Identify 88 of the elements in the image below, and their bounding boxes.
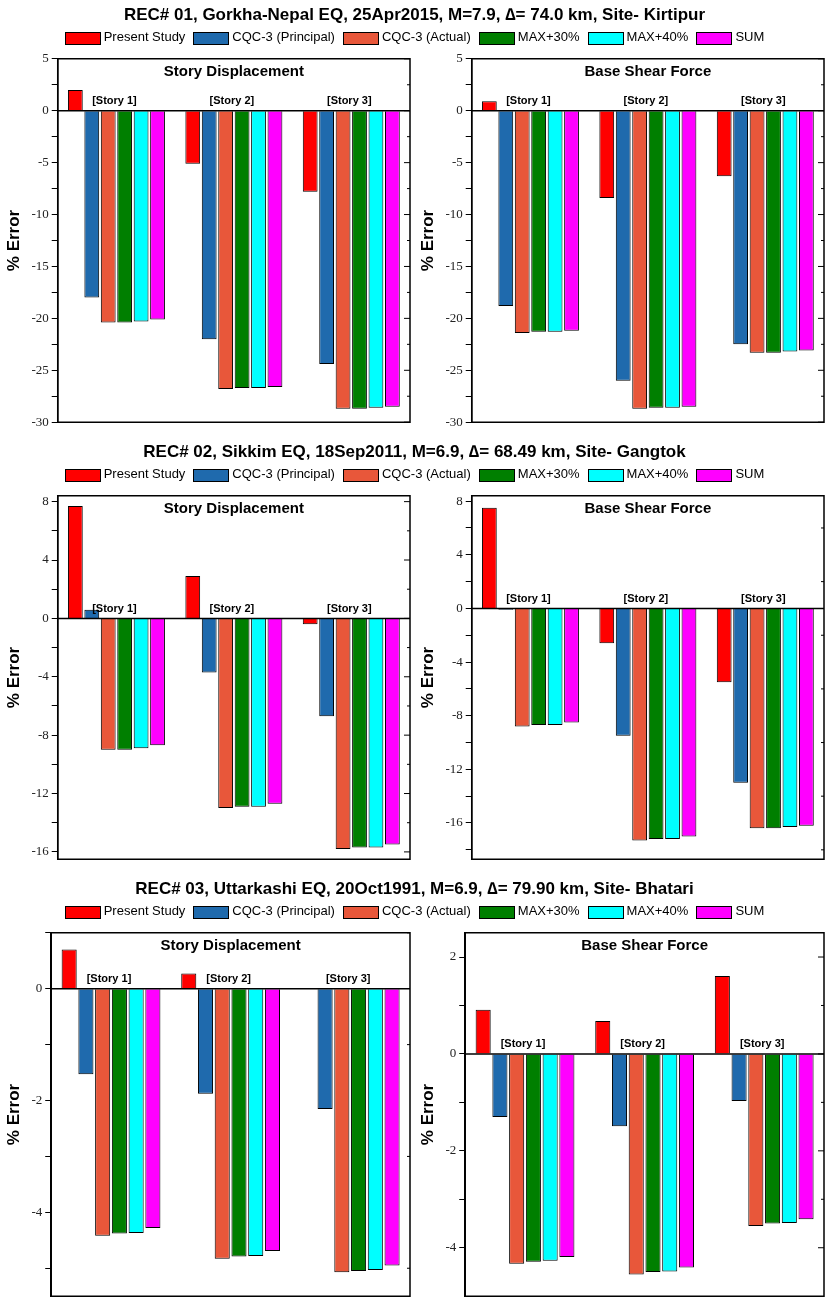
x-tick-label: [Story 3]: [740, 591, 786, 604]
legend-label: SUM: [734, 29, 765, 45]
chart-title: Base Shear Force: [584, 62, 712, 80]
y-tick-label: -8: [451, 707, 463, 723]
legend-label: CQC-3 (Principal): [231, 466, 335, 482]
x-tick-label: [Story 1]: [506, 94, 552, 107]
legend-label: CQC-3 (Actual): [380, 466, 471, 482]
y-tick-label: -2: [31, 1091, 43, 1107]
x-tick-label: [Story 2]: [209, 94, 255, 107]
y-tick-label: -12: [31, 784, 49, 800]
y-tick-label: -12: [445, 760, 463, 776]
y-tick-label: -5: [37, 154, 49, 170]
y-tick-label: 2: [449, 948, 457, 964]
y-tick-label: -10: [31, 205, 49, 221]
x-tick-label: [Story 3]: [325, 972, 371, 985]
y-tick-label: -25: [31, 361, 49, 377]
y-tick-label: -16: [445, 814, 464, 830]
y-tick-label: -20: [31, 309, 49, 325]
legend-label: SUM: [734, 466, 765, 482]
y-tick-label: 8: [42, 493, 49, 509]
y-tick-label: -4: [451, 653, 464, 669]
x-tick-label: [Story 3]: [326, 601, 372, 614]
y-tick-label: 5: [456, 50, 463, 66]
legend-label: MAX+30%: [516, 466, 580, 482]
legend-label: CQC-3 (Principal): [231, 903, 335, 919]
y-tick-label: 0: [35, 980, 43, 996]
chart-title: Base Shear Force: [584, 499, 712, 517]
text: REC# 02, Sikkim EQ, 18Sep2011, M=6.9, ∆= 68.49 km, Site- Gangtok: [142, 441, 687, 463]
text: REC# 03, Uttarkashi EQ, 20Oct1991, M=6.9, ∆= 79.90 km, Site- Bhatari: [134, 878, 695, 900]
x-tick-label: [Story 1]: [500, 1037, 546, 1050]
y-tick-label: 0: [449, 1045, 457, 1061]
y-axis-title: % Error: [417, 646, 437, 709]
y-tick-label: -20: [445, 309, 463, 325]
chart-title: Story Displacement: [163, 62, 304, 80]
y-tick-label: -25: [445, 361, 463, 377]
legend-label: SUM: [734, 903, 765, 919]
y-tick-label: -15: [31, 257, 49, 273]
legend-label: CQC-3 (Actual): [380, 903, 471, 919]
y-tick-label: -16: [31, 843, 50, 859]
x-tick-label: [Story 3]: [740, 94, 786, 107]
y-axis-title: % Error: [417, 209, 437, 272]
legend-label: CQC-3 (Actual): [380, 29, 471, 45]
x-tick-label: [Story 1]: [92, 601, 138, 614]
y-tick-label: 0: [42, 609, 49, 625]
y-tick-label: 0: [456, 599, 463, 615]
x-tick-label: [Story 1]: [92, 94, 138, 107]
y-tick-label: 8: [456, 492, 463, 508]
legend-label: Present Study: [102, 29, 186, 45]
legend-label: MAX+40%: [625, 466, 689, 482]
y-axis-title: % Error: [417, 1083, 437, 1146]
y-tick-label: 0: [42, 102, 49, 118]
x-tick-label: [Story 1]: [506, 591, 552, 604]
chart-title: Base Shear Force: [581, 936, 708, 954]
x-tick-label: [Story 2]: [206, 972, 252, 985]
y-tick-label: 0: [456, 102, 463, 118]
x-tick-label: [Story 2]: [623, 94, 669, 107]
y-tick-label: -30: [31, 413, 49, 429]
y-tick-label: 5: [42, 50, 49, 66]
x-tick-label: [Story 2]: [209, 601, 255, 614]
legend-label: MAX+40%: [625, 903, 689, 919]
y-tick-label: 4: [456, 546, 464, 562]
y-tick-label: -10: [445, 205, 463, 221]
text: REC# 01, Gorkha-Nepal EQ, 25Apr2015, M=7.9, ∆= 74.0 km, Site- Kirtipur: [122, 4, 707, 26]
y-tick-label: -4: [445, 1239, 457, 1255]
legend-label: MAX+30%: [516, 903, 580, 919]
y-axis-title: % Error: [3, 209, 23, 272]
x-tick-label: [Story 3]: [739, 1037, 785, 1050]
legend-label: MAX+40%: [625, 29, 689, 45]
chart-title: Story Displacement: [163, 499, 304, 517]
x-tick-label: [Story 1]: [86, 972, 132, 985]
legend-label: Present Study: [102, 903, 186, 919]
y-axis-title: % Error: [3, 1083, 23, 1146]
legend-label: CQC-3 (Principal): [231, 29, 335, 45]
legend-label: Present Study: [102, 466, 186, 482]
y-axis-title: % Error: [3, 646, 23, 709]
y-tick-label: -4: [37, 668, 50, 684]
chart-title: Story Displacement: [160, 936, 301, 954]
y-tick-label: -15: [445, 257, 463, 273]
y-tick-label: -4: [31, 1203, 43, 1219]
y-tick-label: -8: [37, 726, 49, 742]
legend-label: MAX+30%: [516, 29, 580, 45]
y-tick-label: -5: [451, 154, 463, 170]
x-tick-label: [Story 3]: [326, 94, 372, 107]
y-tick-label: -2: [445, 1142, 457, 1158]
x-tick-label: [Story 2]: [623, 591, 669, 604]
x-tick-label: [Story 2]: [620, 1037, 666, 1050]
y-tick-label: 4: [42, 551, 50, 567]
y-tick-label: -30: [445, 413, 463, 429]
